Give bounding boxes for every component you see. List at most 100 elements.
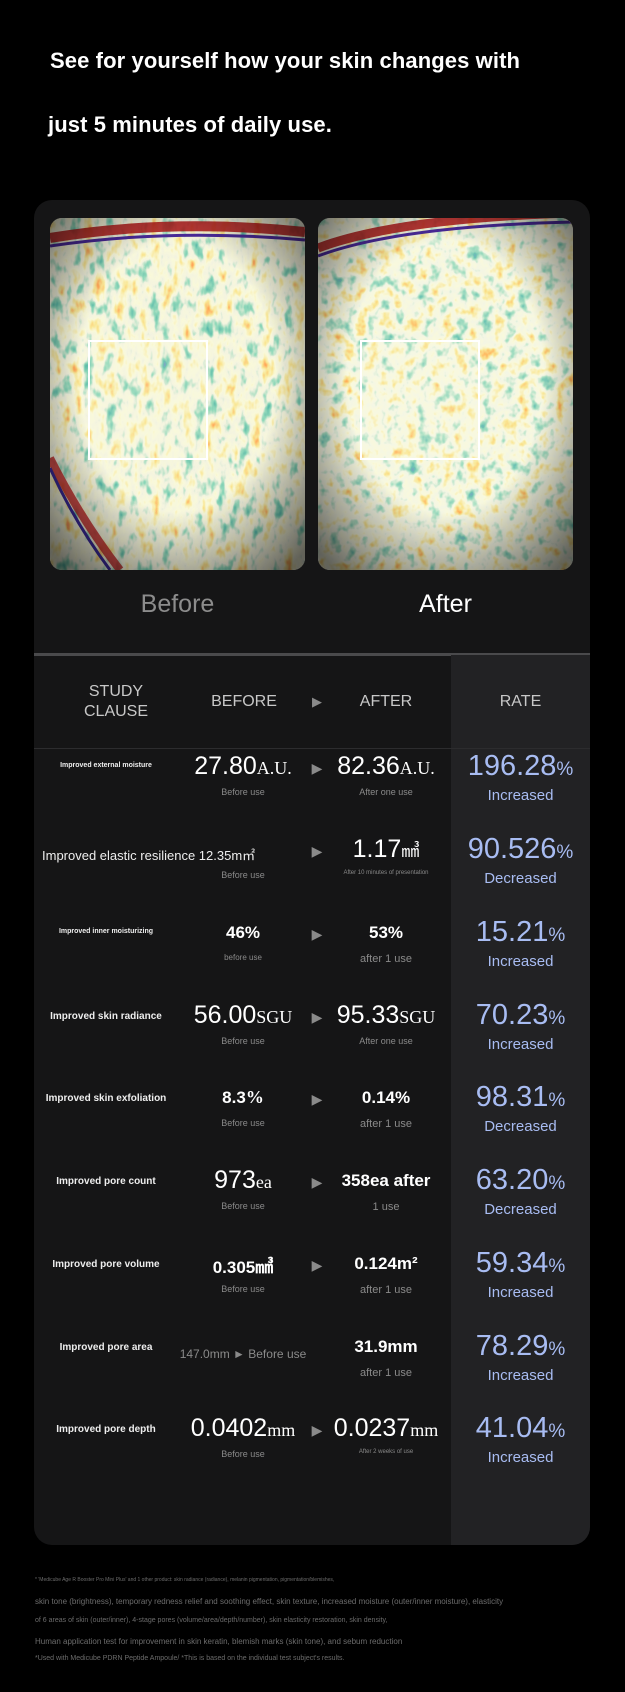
after-note: After 2 weeks of use [358,1449,414,1455]
rate-value: 70.23% [451,999,590,1032]
table-row: Improved external moisture 27.80A.U. Befor… [34,740,590,823]
after-value: 95.33SGU [326,1001,446,1030]
rate-number: 70.23 [475,999,549,1031]
headline-line-2: just 5 minutes of daily use. [48,112,332,137]
before-value: 8.3% [163,1087,323,1108]
after-number: 0.124m² [354,1254,418,1273]
arrow-right-icon: ▶ [311,1422,323,1438]
header-arrow-icon: ▶ [312,694,322,709]
after-number: 358ea after [341,1171,431,1190]
after-number: 1.17 [352,835,402,863]
after-unit: SGU [399,1007,436,1027]
before-value: 0.305㎣ [163,1253,323,1279]
before-number: 0.0402 [190,1414,268,1442]
rate-direction: Increased [487,787,554,804]
section-divider [34,653,590,656]
after-number: 53% [368,923,404,942]
rate-number: 98.31 [475,1081,549,1113]
study-clause: Improved inner moisturizing [58,928,154,935]
table-row: Improved skin exfoliation 8.3% Before use ▶… [34,1071,590,1154]
after-number: 0.0237 [333,1414,411,1442]
after-value: 1.17㎣ [326,835,446,864]
before-unit: mm [267,1420,296,1440]
header-before: BEFORE [211,693,277,710]
results-card: Before After STUDY CLAUSE BEFORE ▶ AFTER… [34,200,590,1545]
table-row: Improved pore count 973ea Before use ▶ 358ea… [34,1154,590,1237]
before-value: 0.0402mm [163,1414,323,1443]
rate-value: 63.20% [451,1164,590,1197]
rate-column-background [451,655,590,1545]
rate-direction: Increased [487,1449,554,1466]
before-value: 973ea [163,1166,323,1195]
arrow-right-icon: ▶ [311,1257,323,1273]
after-value: 53% [326,922,446,943]
after-note: after 1 use [360,953,412,965]
after-note: After 10 minutes of presentation [343,870,429,876]
after-note: after 1 use [360,1284,412,1296]
before-note: before use [224,953,262,962]
rate-number: 41.04 [475,1412,549,1444]
after-caption: After [419,590,472,618]
arrow-right-icon: ▶ [311,1091,323,1107]
rate-value: 59.34% [451,1247,590,1280]
footnote: Human application test for improvement i… [35,1637,403,1646]
after-number: 31.9mm [354,1337,418,1356]
after-value: 0.124m² [326,1253,446,1274]
table-row: Improved elastic resilience 12.35m㎡ Befor… [34,823,590,906]
table-row: Improved pore depth 0.0402mm Before use ▶ 0.… [34,1402,590,1485]
rate-number: 196.28 [467,750,557,782]
rate-number: 63.20 [475,1164,549,1196]
footnote: * 'Medicube Age R Booster Pro Mini Plus'… [35,1577,335,1583]
before-unit: ea [255,1172,272,1192]
after-value: 0.0237mm [326,1414,446,1443]
percent-sign: % [548,1256,566,1277]
percent-sign: % [548,1008,566,1029]
percent-sign: % [548,925,566,946]
rate-number: 90.526 [467,833,557,865]
rate-direction: Increased [487,1284,554,1301]
study-clause: Improved skin radiance [50,1011,162,1022]
rate-direction: Decreased [484,1118,557,1135]
table-row: Improved inner moisturizing 46% before use… [34,906,590,989]
arrow-right-icon: ▶ [311,843,323,859]
rate-number: 78.29 [475,1330,549,1362]
percent-sign: % [548,1090,566,1111]
after-unit: mm [410,1420,439,1440]
before-note: Before use [221,1036,265,1046]
analysis-region-box [360,340,480,460]
before-value: 56.00SGU [163,1001,323,1030]
rate-number: 15.21 [475,916,549,948]
study-clause: Improved elastic resilience 12.35m㎡ [42,848,256,863]
headline-line-1: See for yourself how your skin changes w… [50,48,521,73]
rate-direction: Decreased [484,1201,557,1218]
percent-sign: % [548,1421,566,1442]
footnote: skin tone (brightness), temporary rednes… [35,1597,504,1606]
before-note: Before use [221,1201,265,1211]
study-clause: Improved skin exfoliation [45,1093,167,1104]
header-after: AFTER [359,693,413,710]
before-number: 973 [214,1166,256,1194]
rate-value: 15.21% [451,916,590,949]
footnote: *Used with Medicube PDRN Peptide Ampoule… [35,1655,345,1662]
before-note: Before use [221,787,265,797]
before-unit: A.U. [256,758,292,778]
rate-direction: Increased [487,953,554,970]
rate-number: 59.34 [475,1247,549,1279]
before-number: 56.00 [193,1001,257,1029]
footnote: of 6 areas of skin (outer/inner), 4-stag… [35,1617,388,1624]
before-unit: ㎣ [255,1257,274,1277]
analysis-region-box [88,340,208,460]
arrow-right-icon: ▶ [311,1009,323,1025]
before-note: Before use [221,1449,265,1459]
study-clause: Improved external moisture [60,762,152,769]
table-row: Improved skin radiance 56.00SGU Before use… [34,989,590,1072]
rate-direction: Decreased [484,870,557,887]
before-note: Before use [221,870,265,880]
before-number: 8.3 [222,1088,246,1107]
rate-value: 90.526% [451,833,590,866]
header-study-clause: STUDY CLAUSE [83,683,149,720]
before-skin-image [50,218,305,570]
after-note: after 1 use [360,1367,412,1379]
header-rate: RATE [499,693,542,710]
before-unit: SGU [256,1007,293,1027]
